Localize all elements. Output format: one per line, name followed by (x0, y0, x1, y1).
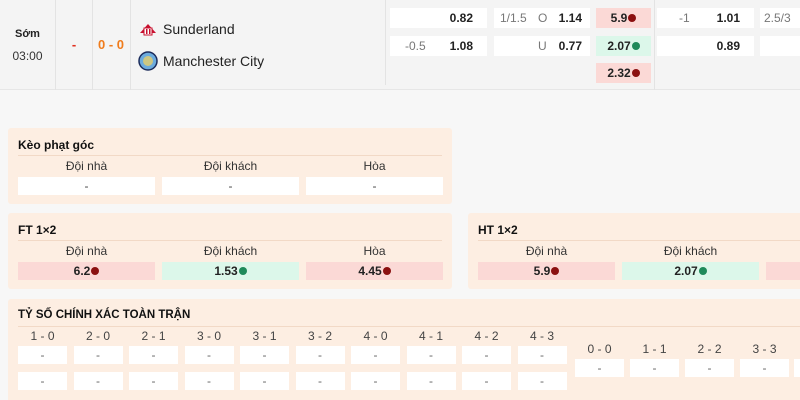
score-odds-box[interactable]: - (240, 372, 289, 390)
trend-up-icon (631, 42, 640, 50)
ou-ht-cell[interactable]: 2.5/3 (760, 8, 800, 28)
ou-over-cell[interactable]: 1/1.5 O 1.14 (494, 8, 590, 28)
panel-title: Kèo phạt góc (18, 138, 95, 152)
score-odds-box[interactable]: - (406, 372, 456, 390)
ah-home-cell[interactable]: 0.82 (390, 8, 487, 28)
score-odds-box[interactable]: - (129, 372, 178, 390)
score-label: 4 - 3 (529, 329, 554, 343)
score-odds-box[interactable]: - (73, 372, 123, 390)
score-label: 4 - 0 (363, 329, 388, 343)
score-odds-box[interactable]: - (18, 346, 67, 364)
score-odds-box[interactable]: - (351, 346, 400, 364)
panel-title: HT 1×2 (478, 223, 518, 237)
x12-away-cell[interactable]: 2.07 (596, 36, 651, 56)
man-city-crest-icon (138, 51, 158, 71)
panel-title: TỶ SỐ CHÍNH XÁC TOÀN TRẬN (18, 309, 191, 321)
ht-away-odds[interactable]: 2.07 (622, 262, 759, 280)
score-label: 4 - 2 (474, 329, 499, 343)
ht-home-odds[interactable]: 5.9 (478, 262, 615, 280)
score-label: 0 - 0 (587, 342, 612, 356)
score-odds-box[interactable]: - (462, 346, 511, 364)
col-header: Hòa (363, 244, 386, 258)
score-label: 3 - 1 (252, 329, 277, 343)
trend-down-icon (382, 267, 391, 275)
trend-down-icon (628, 14, 637, 22)
match-time: 03:00 (12, 49, 43, 63)
away-team-name[interactable]: Manchester City (163, 53, 265, 69)
corner-panel: Kèo phạt góc Đội nhà Đội khách Hòa - - - (8, 128, 452, 204)
score-odds-box[interactable]: - (740, 359, 789, 377)
live-marker: - (71, 37, 77, 52)
score-odds-box[interactable]: - (685, 359, 734, 377)
score-label: 1 - 1 (642, 342, 667, 356)
odds-box[interactable]: - (18, 177, 155, 195)
score-odds-box[interactable]: - (295, 372, 345, 390)
trend-up-icon (698, 267, 707, 275)
score-odds-box[interactable]: - (517, 346, 567, 364)
x12-draw-cell[interactable]: 2.32 (596, 63, 651, 83)
ou-under-cell[interactable]: U 0.77 (494, 36, 590, 56)
score-odds-box[interactable]: - (462, 372, 511, 390)
score-odds-box[interactable]: - (184, 372, 234, 390)
ah-ht-away-cell[interactable]: 0.89 (657, 36, 754, 56)
col-header: Đội khách (203, 244, 258, 258)
ou-ht-under-cell[interactable] (760, 36, 800, 56)
trend-down-icon (631, 69, 640, 77)
ft-draw-odds[interactable]: 4.45 (306, 262, 443, 280)
trend-down-icon (91, 267, 100, 275)
trend-down-icon (551, 267, 560, 275)
ft-home-odds[interactable]: 6.2 (18, 262, 155, 280)
score-odds-box[interactable]: - (351, 372, 400, 390)
score-odds-box[interactable]: - (240, 346, 289, 364)
correct-score-panel: TỶ SỐ CHÍNH XÁC TOÀN TRẬN 1 - 0--2 - 0--… (8, 299, 800, 400)
trend-up-icon (238, 267, 247, 275)
score-label: 3 - 3 (752, 342, 777, 356)
score-odds-box[interactable]: - (406, 346, 456, 364)
score-odds-box[interactable]: - (184, 346, 234, 364)
ht-draw-odds[interactable] (766, 262, 800, 280)
score-odds-box[interactable]: - (517, 372, 567, 390)
col-header: Đội khách (663, 244, 718, 258)
score-odds-box[interactable]: - (18, 372, 67, 390)
score-label: 4 - 1 (418, 329, 443, 343)
ah-ht-home-cell[interactable]: -1 1.01 (657, 8, 754, 28)
home-team-name[interactable]: Sunderland (163, 21, 235, 37)
ht-1x2-panel: HT 1×2 Đội nhà Đội khách 5.9 2.07 (468, 213, 800, 289)
odds-box[interactable]: - (306, 177, 443, 195)
x12-home-cell[interactable]: 5.9 (596, 8, 651, 28)
score-odds-box[interactable]: - (129, 346, 178, 364)
panel-title: FT 1×2 (18, 223, 57, 237)
score-odds-box[interactable]: - (575, 359, 624, 377)
col-header: Đội nhà (525, 244, 568, 258)
score-label: 2 - 2 (697, 342, 722, 356)
col-header: Đội khách (203, 159, 258, 173)
score-label: 3 - 0 (196, 329, 221, 343)
match-score: 0 - 0 (97, 37, 124, 52)
score-odds-box[interactable]: - (73, 346, 123, 364)
odds-box[interactable]: - (162, 177, 299, 195)
score-label: 2 - 0 (85, 329, 110, 343)
match-row: Sớm 03:00 - 0 - 0 Sunderland Manchester … (0, 0, 800, 90)
ft-away-odds[interactable]: 1.53 (162, 262, 299, 280)
ah-away-cell[interactable]: -0.5 1.08 (390, 36, 487, 56)
sunderland-crest-icon (138, 21, 158, 37)
score-label: 2 - 1 (141, 329, 166, 343)
col-header: Đội nhà (65, 159, 108, 173)
score-odds-box[interactable] (794, 359, 800, 377)
score-label: 1 - 0 (30, 329, 55, 343)
col-header: Hòa (363, 159, 386, 173)
score-odds-box[interactable]: - (295, 346, 345, 364)
col-header: Đội nhà (65, 244, 108, 258)
score-label: 3 - 2 (307, 329, 332, 343)
ft-1x2-panel: FT 1×2 Đội nhà Đội khách Hòa 6.2 1.53 4.… (8, 213, 452, 289)
score-odds-box[interactable]: - (630, 359, 679, 377)
match-status: Sớm (15, 28, 40, 40)
